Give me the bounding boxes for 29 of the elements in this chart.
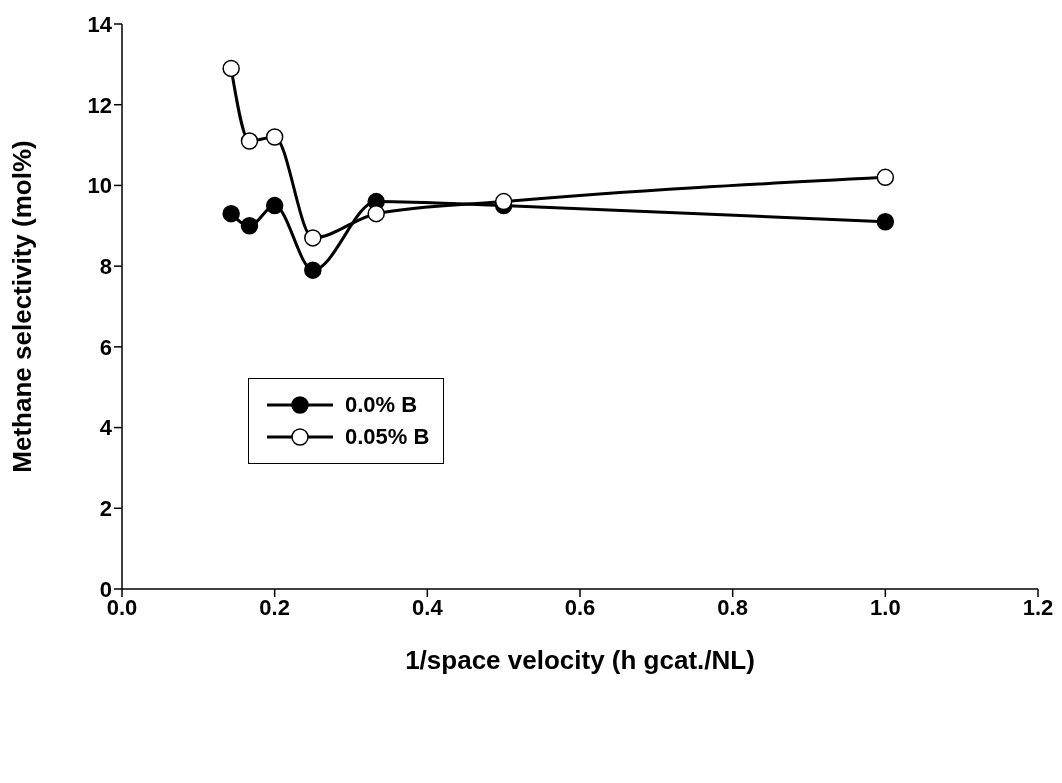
legend-label: 0.05% B [345,424,430,450]
y-tick-label: 6 [99,334,112,360]
point [876,168,895,187]
point [304,229,322,247]
point [222,204,240,223]
x-tick-label: 1.2 [1022,594,1054,620]
point [240,217,259,235]
x-tick-label: 0.2 [259,594,290,620]
x-tick-label: 0.6 [564,594,596,620]
point [876,213,895,231]
point [494,192,513,211]
y-tick-label: 14 [87,11,113,37]
point [265,128,284,146]
y-axis-title: Methane selectivity (mol%) [7,140,38,473]
y-tick-label: 8 [99,253,112,279]
point [240,132,259,150]
y-tick-label: 12 [87,92,112,118]
x-tick-label: 0.4 [412,594,444,620]
x-tick-label: 1.0 [870,594,901,620]
legend-label: 0.0% B [345,392,418,418]
y-tick-label: 10 [87,173,112,199]
point [304,261,322,279]
y-tick-label: 2 [99,496,112,522]
x-axis-title: 1/space velocity (h gcat./NL) [405,645,755,675]
point [265,196,284,215]
y-tick-label: 4 [99,415,113,441]
point [367,204,385,223]
point [222,59,240,78]
x-tick-label: 0.8 [717,594,748,620]
